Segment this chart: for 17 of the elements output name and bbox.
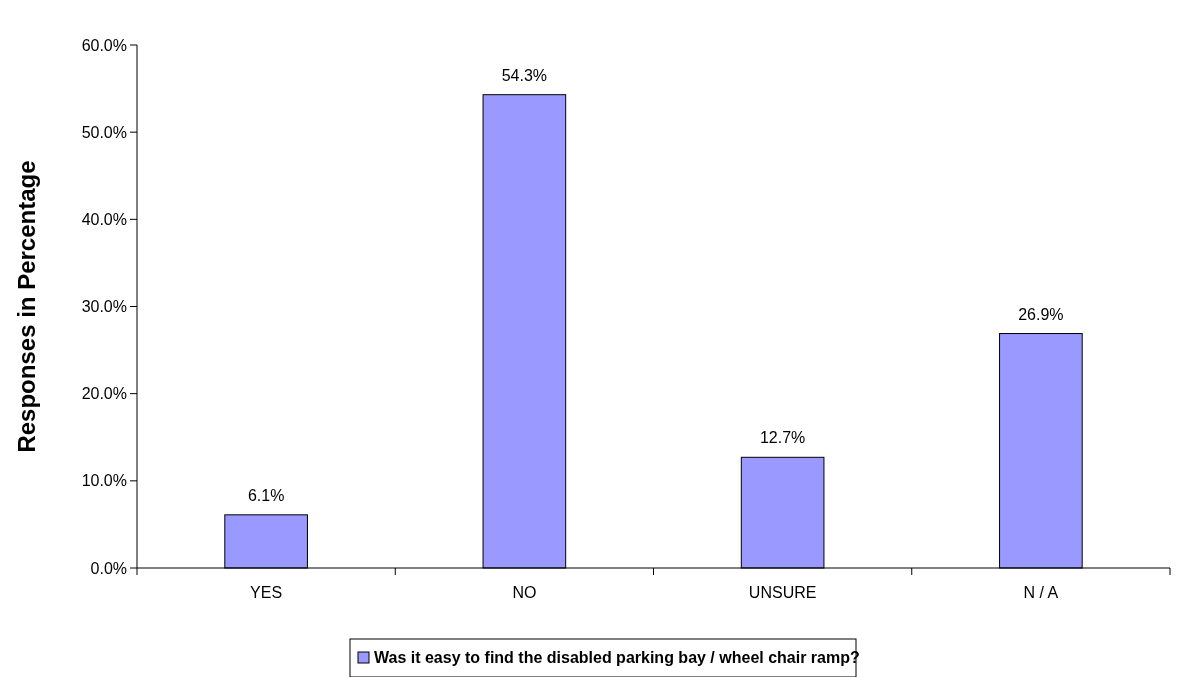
legend-label: Was it easy to find the disabled parking bay / wheel chair ramp? [374, 649, 860, 666]
y-tick-label: 50.0% [81, 123, 127, 141]
x-tick-label: N / A [1023, 584, 1059, 601]
data-label: 54.3% [501, 66, 548, 84]
y-tick-label: 10.0% [81, 472, 127, 490]
data-label: 26.9% [1018, 305, 1064, 323]
y-tick-label: 30.0% [81, 298, 127, 316]
y-tick-label: 0.0% [90, 559, 127, 577]
data-label: 12.7% [759, 429, 806, 447]
data-label: 6.1% [247, 486, 285, 504]
y-tick-label: 40.0% [81, 210, 127, 228]
y-tick-label: 20.0% [81, 385, 127, 403]
x-tick-label: YES [250, 584, 283, 601]
x-tick-label: UNSURE [748, 584, 817, 601]
y-tick-label: 60.0% [81, 36, 127, 54]
x-tick-label: NO [512, 584, 537, 601]
y-axis-title: Responses in Percentage [13, 160, 40, 453]
